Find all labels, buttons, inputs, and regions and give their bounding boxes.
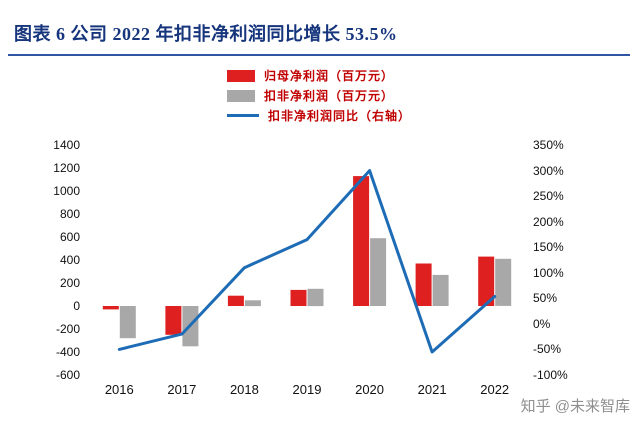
bar-net-profit-2018 xyxy=(227,295,244,306)
legend: 归母净利润（百万元） 扣非净利润（百万元） 扣非净利润同比（右轴） xyxy=(226,68,412,123)
bar-net-profit-2022 xyxy=(478,256,495,306)
right-axis-tick: 100% xyxy=(533,265,564,280)
x-axis-label: 2018 xyxy=(229,382,259,397)
left-axis-tick: -200 xyxy=(55,322,80,336)
line-yoy-growth xyxy=(117,169,497,354)
legend-bar-swatch xyxy=(226,89,255,102)
bar-adjusted-net-profit-2020 xyxy=(370,238,387,306)
bar-net-profit-2019 xyxy=(290,289,307,306)
x-axis-label: 2020 xyxy=(355,382,385,397)
right-axis-tick: 350% xyxy=(533,138,564,152)
legend-label: 扣非净利润同比（右轴） xyxy=(267,109,412,123)
right-axis-tick: 0% xyxy=(533,316,551,331)
left-axis-tick: 1000 xyxy=(53,184,80,198)
right-axis-tick: 200% xyxy=(533,214,564,229)
bar-adjusted-net-profit-2019 xyxy=(307,288,324,307)
bar-net-profit-2020 xyxy=(353,176,370,306)
left-axis-tick: 800 xyxy=(59,207,80,221)
bar-adjusted-net-profit-2016 xyxy=(119,306,136,339)
right-axis-tick: 150% xyxy=(533,240,564,255)
left-axis-tick: 400 xyxy=(59,253,80,267)
legend-item: 归母净利润（百万元） xyxy=(226,68,411,83)
left-axis-tick: 1400 xyxy=(53,138,80,152)
bar-net-profit-2016 xyxy=(102,306,119,310)
right-axis-tick: -100% xyxy=(533,368,568,382)
right-axis-tick: 50% xyxy=(533,291,558,306)
bar-adjusted-net-profit-2022 xyxy=(495,258,512,306)
left-axis-tick: 200 xyxy=(59,276,80,290)
right-axis-tick: 300% xyxy=(533,163,564,178)
left-axis-tick: 0 xyxy=(73,299,80,313)
x-axis-label: 2019 xyxy=(292,382,322,397)
left-axis-tick: 1200 xyxy=(53,161,80,175)
x-axis-label: 2022 xyxy=(480,382,510,397)
x-axis-label: 2021 xyxy=(417,382,447,397)
legend-label: 归母净利润（百万元） xyxy=(263,69,395,83)
title-underline xyxy=(8,54,630,56)
bar-adjusted-net-profit-2018 xyxy=(244,300,261,307)
x-axis-label: 2016 xyxy=(104,382,134,397)
bar-adjusted-net-profit-2021 xyxy=(432,274,449,306)
legend-line-swatch xyxy=(226,114,259,117)
x-axis-label: 2017 xyxy=(167,382,197,397)
legend-item: 扣非净利润同比（右轴） xyxy=(226,108,412,123)
chart-canvas xyxy=(102,169,512,354)
legend-label: 扣非净利润（百万元） xyxy=(263,89,395,103)
right-axis-tick: 250% xyxy=(533,189,564,204)
bar-net-profit-2017 xyxy=(165,306,182,335)
left-axis-tick: -400 xyxy=(55,345,80,359)
chart-title: 图表 6 公司 2022 年扣非净利润同比增长 53.5% xyxy=(14,24,398,44)
legend-item: 扣非净利润（百万元） xyxy=(226,88,411,103)
bar-net-profit-2021 xyxy=(415,263,432,306)
left-axis-tick: 600 xyxy=(59,230,80,244)
left-axis-tick: -600 xyxy=(55,368,80,382)
legend-bar-swatch xyxy=(226,69,255,82)
right-axis-tick: -50% xyxy=(533,342,562,357)
watermark: 知乎 @未来智库 xyxy=(520,398,630,415)
